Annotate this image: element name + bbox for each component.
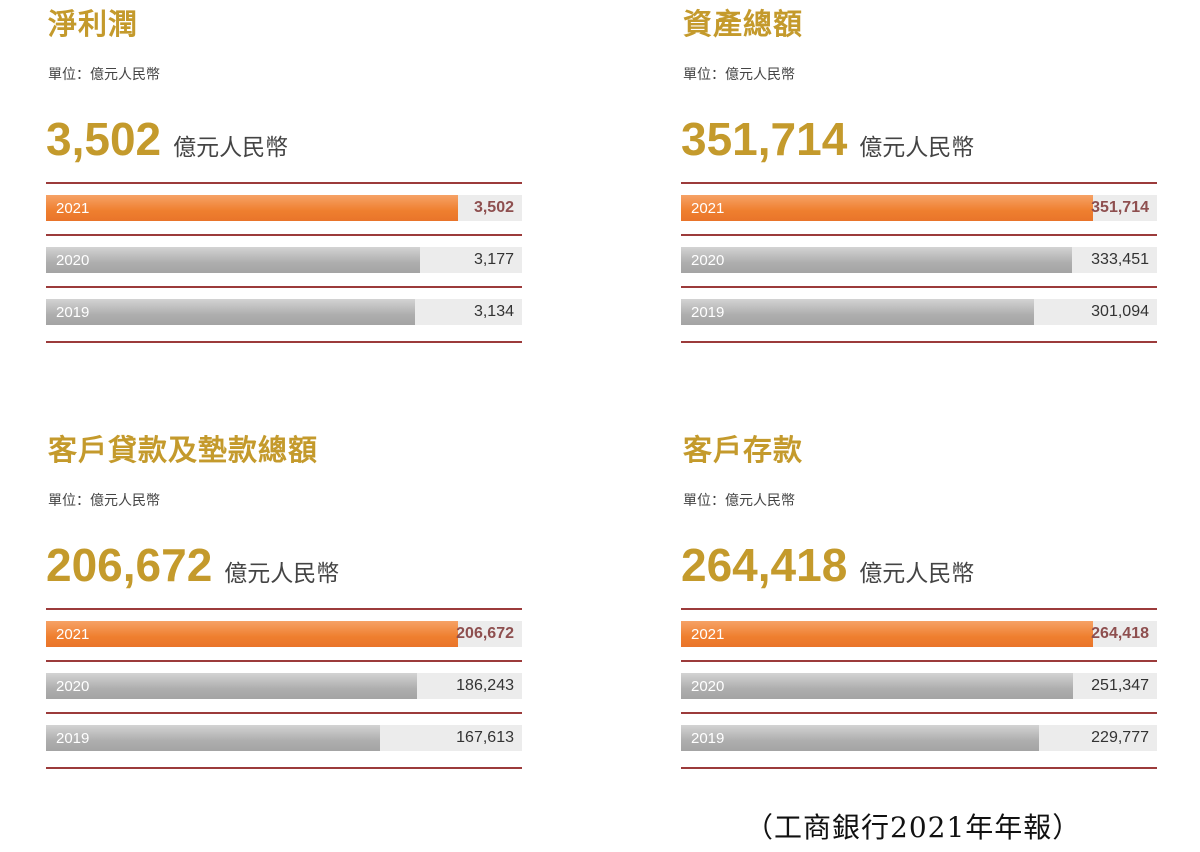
bar-row-2019: 2019 167,613 xyxy=(46,725,522,751)
bar-chart: 2021 206,672 2020 186,243 2019 167,613 xyxy=(46,608,522,774)
value-label: 167,613 xyxy=(456,729,514,746)
bar-row-2020: 2020 251,347 xyxy=(681,673,1157,699)
row-divider xyxy=(681,234,1157,236)
category-label: 2021 xyxy=(56,200,90,217)
bar-row-2019: 2019 3,134 xyxy=(46,299,522,325)
value-label: 264,418 xyxy=(1091,625,1149,642)
row-divider xyxy=(681,712,1157,714)
category-label: 2021 xyxy=(691,200,725,217)
chart-title: 資產總額 xyxy=(683,7,804,41)
bar-2021 xyxy=(46,195,458,221)
headline: 264,418 億元人民幣 xyxy=(681,538,974,592)
headline: 351,714 億元人民幣 xyxy=(681,112,974,166)
bar-2021 xyxy=(681,195,1093,221)
headline-unit: 億元人民幣 xyxy=(173,135,289,161)
row-divider xyxy=(46,234,522,236)
bar-chart: 2021 351,714 2020 333,451 2019 301,094 xyxy=(681,182,1157,348)
chart-title: 客戶貸款及墊款總額 xyxy=(48,433,319,467)
value-label: 351,714 xyxy=(1091,199,1149,216)
bar-2021 xyxy=(46,621,458,647)
value-label: 251,347 xyxy=(1091,677,1149,694)
bar-2019 xyxy=(46,725,380,751)
headline-value: 206,672 xyxy=(46,539,213,591)
headline-unit: 億元人民幣 xyxy=(859,561,975,587)
row-divider xyxy=(46,660,522,662)
bar-chart: 2021 264,418 2020 251,347 2019 229,777 xyxy=(681,608,1157,774)
category-label: 2019 xyxy=(56,730,90,747)
row-divider xyxy=(46,341,522,343)
unit-label: 單位：億元人民幣 xyxy=(683,67,795,83)
value-label: 206,672 xyxy=(456,625,514,642)
headline: 206,672 億元人民幣 xyxy=(46,538,339,592)
category-label: 2019 xyxy=(691,730,725,747)
category-label: 2021 xyxy=(691,626,725,643)
value-label: 3,134 xyxy=(473,303,514,320)
bar-row-2020: 2020 3,177 xyxy=(46,247,522,273)
bar-row-2021: 2021 3,502 xyxy=(46,195,522,221)
unit-label: 單位：億元人民幣 xyxy=(48,493,160,509)
row-divider xyxy=(46,182,522,184)
bar-row-2020: 2020 186,243 xyxy=(46,673,522,699)
bar-2019 xyxy=(681,725,1039,751)
category-label: 2020 xyxy=(691,678,725,695)
category-label: 2019 xyxy=(56,304,90,321)
row-divider xyxy=(681,660,1157,662)
bar-row-2021: 2021 264,418 xyxy=(681,621,1157,647)
chart-panel-customer-loans: 客戶貸款及墊款總額 單位：億元人民幣 206,672 億元人民幣 2021 206,… xyxy=(46,430,522,790)
unit-label: 單位：億元人民幣 xyxy=(683,493,795,509)
category-label: 2021 xyxy=(56,626,90,643)
headline-unit: 億元人民幣 xyxy=(859,135,975,161)
bar-2019 xyxy=(681,299,1034,325)
value-label: 229,777 xyxy=(1091,729,1149,746)
bar-2020 xyxy=(46,673,417,699)
row-divider xyxy=(681,608,1157,610)
bar-2020 xyxy=(681,673,1073,699)
value-label: 333,451 xyxy=(1091,251,1149,268)
bar-2020 xyxy=(681,247,1072,273)
bar-row-2019: 2019 301,094 xyxy=(681,299,1157,325)
bar-row-2021: 2021 206,672 xyxy=(46,621,522,647)
row-divider xyxy=(46,712,522,714)
bar-row-2019: 2019 229,777 xyxy=(681,725,1157,751)
row-divider xyxy=(46,608,522,610)
bar-2019 xyxy=(46,299,415,325)
row-divider xyxy=(681,286,1157,288)
category-label: 2020 xyxy=(56,678,90,695)
headline-value: 3,502 xyxy=(46,113,162,165)
unit-label: 單位：億元人民幣 xyxy=(48,67,160,83)
chart-panel-customer-deposits: 客戶存款 單位：億元人民幣 264,418 億元人民幣 2021 264,418 20… xyxy=(681,430,1157,790)
chart-panel-net-profit: 淨利潤 單位：億元人民幣 3,502 億元人民幣 2021 3,502 2020 3,1… xyxy=(46,4,522,364)
row-divider xyxy=(681,767,1157,769)
row-divider xyxy=(46,767,522,769)
value-label: 3,177 xyxy=(473,251,514,268)
bar-2021 xyxy=(681,621,1093,647)
row-divider xyxy=(681,182,1157,184)
value-label: 3,502 xyxy=(473,199,514,216)
chart-panel-total-assets: 資產總額 單位：億元人民幣 351,714 億元人民幣 2021 351,714 20… xyxy=(681,4,1157,364)
bar-row-2021: 2021 351,714 xyxy=(681,195,1157,221)
headline: 3,502 億元人民幣 xyxy=(46,112,288,166)
headline-value: 351,714 xyxy=(681,113,848,165)
category-label: 2019 xyxy=(691,304,725,321)
bar-row-2020: 2020 333,451 xyxy=(681,247,1157,273)
headline-unit: 億元人民幣 xyxy=(224,561,340,587)
category-label: 2020 xyxy=(691,252,725,269)
value-label: 186,243 xyxy=(456,677,514,694)
value-label: 301,094 xyxy=(1091,303,1149,320)
bar-chart: 2021 3,502 2020 3,177 2019 3,134 xyxy=(46,182,522,348)
source-note: （工商銀行2021年年報） xyxy=(745,811,1082,844)
chart-title: 客戶存款 xyxy=(683,433,804,467)
bar-2020 xyxy=(46,247,420,273)
row-divider xyxy=(46,286,522,288)
chart-title: 淨利潤 xyxy=(48,7,139,41)
category-label: 2020 xyxy=(56,252,90,269)
headline-value: 264,418 xyxy=(681,539,848,591)
row-divider xyxy=(681,341,1157,343)
